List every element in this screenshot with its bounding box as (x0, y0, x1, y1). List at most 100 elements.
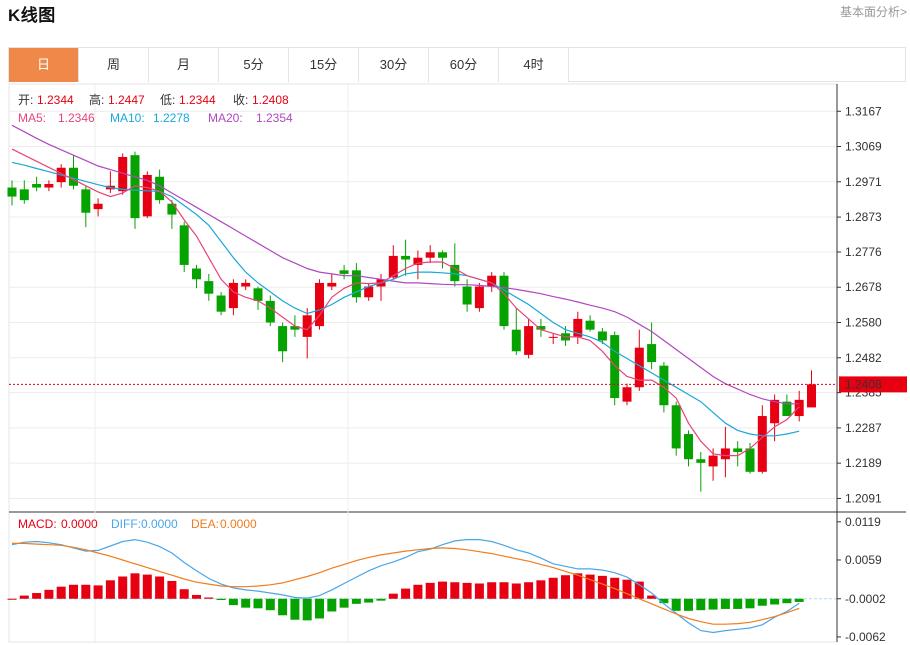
candlestick-series (7, 151, 816, 492)
macd-bar (253, 598, 263, 609)
ohlc-open-value: 1.2344 (37, 93, 74, 107)
candle-body (192, 268, 201, 280)
candle-body (142, 174, 152, 217)
candle-body (130, 155, 140, 219)
candle-body (450, 264, 460, 282)
ma20-legend-label: MA20: (208, 111, 243, 125)
macd-bar (438, 581, 447, 599)
y-tick-label: 1.2482 (845, 351, 882, 365)
ohlc-low-label: 低: (160, 93, 175, 107)
tab-4hour[interactable]: 4时 (499, 48, 569, 82)
macd-bar (684, 598, 693, 611)
ma5-line (11, 148, 800, 457)
macd-bar (757, 598, 767, 606)
candle-body (216, 295, 226, 312)
tab-month[interactable]: 月 (149, 48, 219, 82)
macd-bar (155, 576, 165, 599)
macd-bar (585, 574, 595, 599)
macd-bar (364, 598, 374, 603)
macd-bar (499, 582, 509, 599)
candle-body (720, 448, 730, 460)
page-title: K线图 (8, 6, 56, 25)
macd-bar (425, 582, 435, 599)
tab-5min[interactable]: 5分 (219, 48, 289, 82)
candle-body (7, 187, 17, 197)
chart-grid (8, 83, 906, 643)
candle-body (44, 183, 54, 188)
y-tick-label: 1.2287 (845, 421, 882, 435)
macd-bar (376, 598, 386, 601)
ma20-line (11, 124, 800, 405)
candle-body (155, 176, 165, 201)
candle-body (794, 399, 804, 417)
dea-legend-label: DEA: (191, 517, 219, 531)
candle-body (807, 384, 816, 408)
candle-body (782, 401, 792, 417)
ma5-legend-value: 1.2346 (58, 111, 95, 125)
macd-bar (69, 584, 78, 599)
candle-body (597, 331, 607, 341)
macd-bar (81, 584, 91, 599)
macd-bar (597, 575, 607, 599)
candle-body (770, 399, 780, 424)
y-tick-label: 1.2776 (845, 245, 882, 259)
candle-body (622, 387, 632, 402)
y-tick-label: 1.2678 (845, 280, 882, 294)
macd-bar (327, 598, 337, 612)
candle-body (425, 252, 435, 258)
tab-60min[interactable]: 60分 (429, 48, 499, 82)
macd-bar (118, 576, 128, 599)
candle-body (745, 448, 755, 472)
macd-bar (487, 582, 497, 599)
candle-body (536, 326, 546, 330)
macd-bar (142, 574, 152, 599)
y-tick-label: 1.3167 (845, 104, 882, 118)
macd-bar (56, 586, 66, 599)
macd-bar (782, 598, 792, 604)
tab-bar-spacer (569, 48, 906, 81)
macd-legend-label: MACD: (18, 517, 57, 531)
macd-bar (302, 598, 312, 621)
macd-bar (511, 583, 521, 599)
ma10-legend-label: MA10: (110, 111, 145, 125)
candle-body (290, 326, 300, 330)
macd-bar (179, 589, 189, 599)
moving-average-lines (9, 124, 837, 457)
macd-bar (413, 584, 423, 599)
candle-body (413, 257, 423, 265)
macd-bar (659, 598, 669, 604)
candle-body (364, 286, 374, 298)
macd-bar (388, 593, 398, 599)
candle-body (573, 318, 583, 337)
candle-body (438, 252, 447, 258)
macd-bar (524, 582, 534, 599)
diff-legend-label: DIFF: (111, 517, 141, 531)
candle-body (548, 336, 558, 338)
macd-bar (745, 598, 755, 609)
macd-bar (647, 595, 657, 599)
macd-histogram (7, 573, 837, 621)
tab-week[interactable]: 周 (79, 48, 149, 82)
macd-bar (204, 597, 214, 599)
tab-day[interactable]: 日 (9, 48, 79, 82)
candle-body (671, 405, 681, 449)
candle-body (388, 255, 398, 278)
macd-y-tick-label: 0.0119 (845, 515, 881, 529)
period-tabs: 日 周 月 5分 15分 30分 60分 4时 (8, 47, 906, 82)
candle-body (228, 282, 238, 309)
basic-analysis-link[interactable]: 基本面分析> (839, 5, 907, 19)
macd-bar (339, 598, 349, 608)
macd-bar (44, 589, 54, 599)
ohlc-close-value: 1.2408 (252, 93, 289, 107)
candle-body (708, 455, 718, 467)
macd-bar (634, 581, 644, 599)
macd-bar (7, 598, 17, 600)
tab-15min[interactable]: 15分 (289, 48, 359, 82)
ohlc-low-value: 1.2344 (179, 93, 216, 107)
macd-y-tick-label: 0.0059 (845, 553, 882, 567)
candle-body (69, 167, 78, 186)
candle-body (634, 347, 644, 388)
tab-30min[interactable]: 30分 (359, 48, 429, 82)
macd-bar (216, 598, 226, 601)
